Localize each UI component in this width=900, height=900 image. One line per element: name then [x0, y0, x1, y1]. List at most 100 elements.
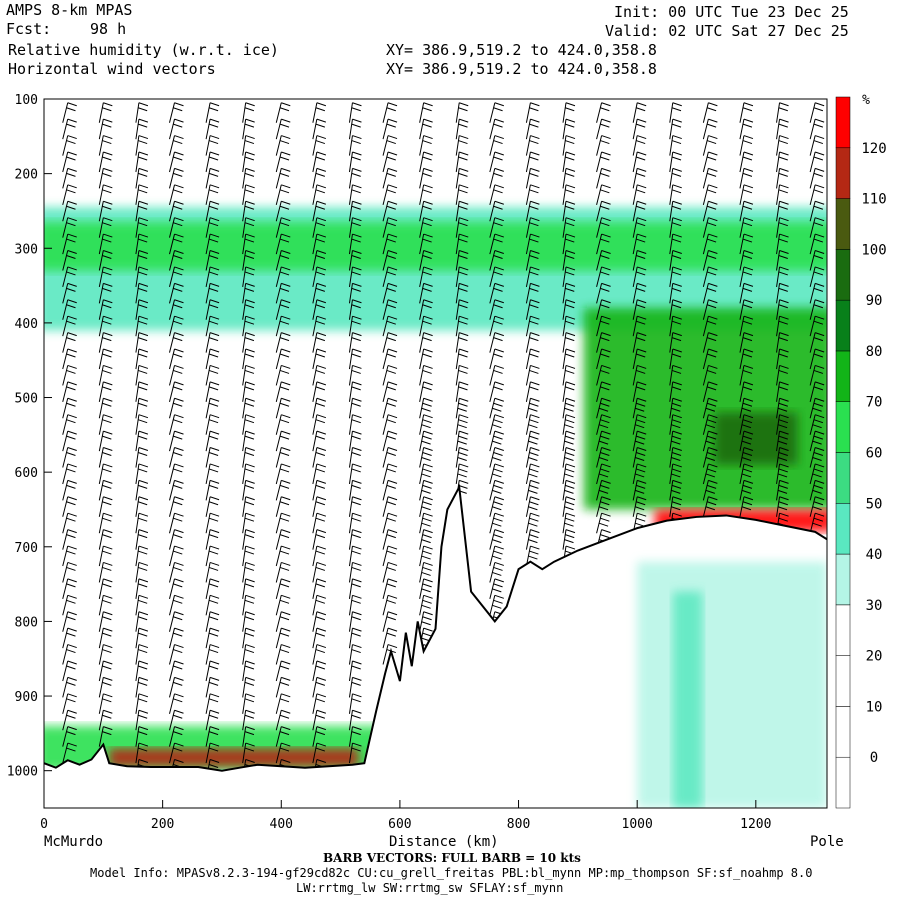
barb-flag [814, 184, 825, 189]
barb-flag [637, 512, 647, 517]
barb-staff [169, 480, 175, 501]
barb-flag [493, 550, 503, 555]
wind-barb [348, 512, 362, 534]
wind-barb [205, 644, 220, 665]
barb-flag [637, 447, 647, 452]
barb-flag [422, 468, 432, 473]
barb-flag [530, 447, 540, 452]
barb-flag [102, 320, 112, 325]
colorbar-label: 10 [866, 699, 883, 715]
barb-flag [672, 184, 682, 189]
barb-staff [348, 463, 353, 485]
barb-staff [312, 480, 318, 501]
barb-flag [387, 463, 398, 468]
barb-flag [138, 205, 148, 210]
barb-staff [312, 414, 318, 435]
barb-flag [315, 369, 326, 374]
barb-flag [279, 205, 290, 210]
wind-barb [62, 233, 77, 255]
barb-staff [562, 184, 567, 205]
wind-barb [98, 332, 113, 353]
wind-barb [739, 200, 754, 222]
barb-staff [348, 348, 353, 370]
barb-flag [779, 348, 789, 353]
barb-flag [565, 172, 575, 177]
barb-staff [632, 135, 638, 156]
barb-flag [173, 665, 183, 670]
barb-flag [565, 233, 576, 238]
wind-barb [525, 463, 540, 485]
barb-flag [672, 512, 682, 517]
barb-staff [98, 578, 104, 599]
wind-barb [205, 266, 220, 288]
wind-barb [242, 709, 255, 731]
barb-flag [601, 217, 611, 222]
barb-staff [205, 102, 211, 123]
barb-flag [600, 172, 610, 177]
barb-flag [742, 172, 753, 177]
barb-flag [245, 266, 255, 271]
barb-flag [814, 282, 825, 287]
wind-barb [669, 102, 682, 123]
wind-barb [455, 414, 469, 435]
barb-flag [601, 414, 611, 419]
barb-flag [708, 118, 718, 123]
wind-barb [135, 709, 149, 731]
barb-flag [565, 501, 575, 506]
barb-staff [312, 398, 318, 419]
barb-flag [565, 320, 575, 325]
barb-staff [62, 693, 69, 714]
barb-staff [275, 414, 282, 435]
barb-staff [312, 233, 318, 255]
wind-barb [525, 184, 540, 205]
barb-flag [423, 545, 433, 550]
wind-barb [739, 397, 754, 419]
barb-flag [279, 566, 290, 571]
wind-barb [348, 594, 362, 616]
barb-flag [459, 266, 469, 271]
colorbar-segment [835, 401, 851, 453]
barb-staff [739, 283, 745, 304]
wind-barb [275, 102, 291, 123]
barb-flag [459, 217, 469, 222]
barb-flag [351, 107, 361, 112]
wind-barb [242, 250, 255, 271]
barb-flag [209, 315, 220, 320]
wind-barb [562, 332, 576, 353]
barb-staff [562, 217, 567, 238]
barb-flag [103, 430, 113, 435]
barb-flag [565, 463, 576, 468]
barb-flag [208, 452, 219, 457]
barb-flag [459, 233, 469, 238]
barb-flag [244, 304, 255, 309]
barb-staff [275, 201, 282, 222]
barb-flag [279, 534, 290, 539]
wind-barb [455, 250, 469, 271]
wind-barb [312, 479, 327, 501]
barb-staff [419, 299, 425, 320]
barb-staff [809, 119, 816, 140]
barb-flag [565, 414, 576, 419]
barb-flag [492, 539, 502, 544]
wind-barb [62, 644, 77, 665]
barb-flag [530, 217, 540, 222]
barb-flag [386, 287, 396, 292]
barb-flag [706, 435, 717, 440]
wind-barb [669, 414, 682, 435]
x-axis-title: Distance (km) [389, 834, 499, 850]
barb-staff [205, 628, 211, 649]
wind-barb [62, 381, 77, 402]
barb-staff [242, 529, 247, 550]
barb-flag [741, 473, 752, 478]
barb-flag [636, 386, 646, 391]
barb-staff [169, 233, 175, 255]
barb-flag [67, 742, 77, 747]
barb-flag [705, 407, 716, 412]
wind-barb [169, 660, 184, 682]
barb-staff [525, 250, 531, 271]
barb-staff [135, 431, 140, 452]
barb-flag [777, 440, 788, 445]
wind-barb [98, 611, 113, 632]
barb-flag [279, 172, 290, 177]
barb-staff [312, 562, 318, 583]
